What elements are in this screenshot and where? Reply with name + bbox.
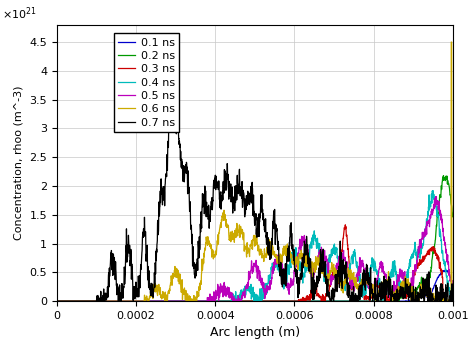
Legend: 0.1 ns, 0.2 ns, 0.3 ns, 0.4 ns, 0.5 ns, 0.6 ns, 0.7 ns: 0.1 ns, 0.2 ns, 0.3 ns, 0.4 ns, 0.5 ns, … <box>114 33 179 132</box>
0.4 ns <box>54 299 60 303</box>
Line: 0.4 ns: 0.4 ns <box>57 191 453 301</box>
0.3 ns <box>438 268 444 273</box>
0.1 ns <box>365 299 371 303</box>
0.4 ns <box>438 238 444 242</box>
0.7 ns <box>247 202 253 206</box>
0.7 ns <box>74 299 80 303</box>
0.3 ns <box>438 267 444 271</box>
0.3 ns <box>366 295 372 299</box>
0.7 ns <box>54 299 60 303</box>
0.6 ns <box>450 298 456 302</box>
0.2 ns <box>74 299 80 303</box>
0.1 ns <box>74 299 80 303</box>
Line: 0.3 ns: 0.3 ns <box>57 225 453 301</box>
0.6 ns <box>74 299 80 303</box>
0.4 ns <box>236 295 242 299</box>
0.3 ns <box>450 299 456 303</box>
0.3 ns <box>54 299 60 303</box>
0.1 ns <box>438 271 444 275</box>
0.7 ns <box>450 299 456 303</box>
0.1 ns <box>438 271 444 275</box>
0.5 ns <box>54 299 60 303</box>
0.7 ns <box>366 279 372 283</box>
0.5 ns <box>365 286 371 290</box>
Line: 0.5 ns: 0.5 ns <box>57 197 453 301</box>
0.5 ns <box>74 299 80 303</box>
0.7 ns <box>171 87 176 91</box>
0.5 ns <box>438 218 444 222</box>
0.4 ns <box>430 189 436 193</box>
0.4 ns <box>450 297 456 301</box>
0.4 ns <box>74 299 80 303</box>
0.2 ns <box>450 215 456 219</box>
0.5 ns <box>236 297 242 301</box>
0.6 ns <box>365 276 371 280</box>
0.2 ns <box>438 184 444 188</box>
Line: 0.1 ns: 0.1 ns <box>57 270 453 301</box>
0.4 ns <box>438 239 444 243</box>
Line: 0.6 ns: 0.6 ns <box>57 42 453 301</box>
0.6 ns <box>236 228 242 232</box>
0.4 ns <box>365 270 371 275</box>
0.6 ns <box>246 253 252 257</box>
0.1 ns <box>450 281 456 285</box>
0.2 ns <box>54 299 60 303</box>
0.6 ns <box>438 295 444 299</box>
0.1 ns <box>246 299 252 303</box>
0.2 ns <box>365 299 371 303</box>
0.2 ns <box>246 299 252 303</box>
0.6 ns <box>54 299 60 303</box>
Line: 0.2 ns: 0.2 ns <box>57 176 453 301</box>
0.6 ns <box>448 40 454 44</box>
0.2 ns <box>438 191 444 195</box>
0.6 ns <box>438 296 444 300</box>
0.5 ns <box>433 195 438 199</box>
0.2 ns <box>441 174 447 178</box>
X-axis label: Arc length (m): Arc length (m) <box>210 326 300 339</box>
0.5 ns <box>246 276 252 280</box>
Line: 0.7 ns: 0.7 ns <box>57 89 453 301</box>
0.7 ns <box>438 282 444 286</box>
0.2 ns <box>236 299 242 303</box>
0.5 ns <box>450 295 456 299</box>
0.1 ns <box>442 268 447 273</box>
Y-axis label: Concentration, rhoo (m^-3): Concentration, rhoo (m^-3) <box>14 86 24 240</box>
0.3 ns <box>343 223 348 227</box>
Text: $\times$10$^{21}$: $\times$10$^{21}$ <box>1 6 36 22</box>
0.3 ns <box>236 299 242 303</box>
0.3 ns <box>246 299 252 303</box>
0.7 ns <box>438 298 444 303</box>
0.3 ns <box>74 299 80 303</box>
0.4 ns <box>246 289 252 293</box>
0.5 ns <box>438 212 444 216</box>
0.7 ns <box>236 180 242 185</box>
0.1 ns <box>54 299 60 303</box>
0.1 ns <box>236 299 242 303</box>
